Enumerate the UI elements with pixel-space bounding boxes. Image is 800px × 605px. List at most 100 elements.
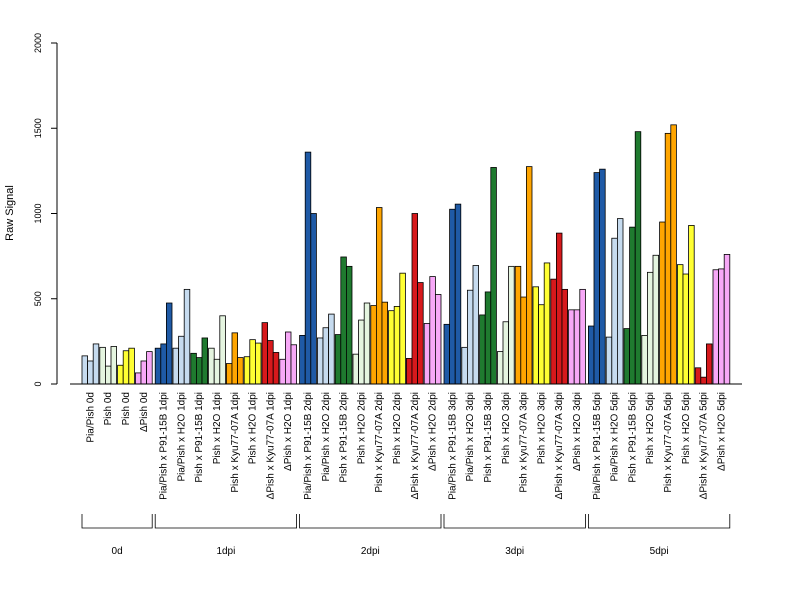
bar xyxy=(689,225,695,384)
x-tick-label: ΔPish x H2O 5dpi xyxy=(716,392,727,471)
bar xyxy=(359,320,365,384)
x-tick-label: ΔPish 0d xyxy=(139,392,150,432)
x-tick-label: Pish x H2O 5dpi xyxy=(681,392,692,464)
bar xyxy=(202,338,208,384)
x-axis: Pia/Pish 0d Pish 0d Pish 0d ΔPish 0d Pia/Pis… xyxy=(70,384,742,500)
x-tick-label: Pia/Pish x H2O 2dpi xyxy=(321,392,332,482)
bar xyxy=(93,344,99,384)
bar xyxy=(353,354,359,384)
bar xyxy=(635,132,641,384)
y-axis-title: Raw Signal xyxy=(4,185,16,241)
bar xyxy=(677,265,683,384)
bar xyxy=(424,323,430,384)
chart-container: 0 500 1000 1500 2000 Pia/Pish 0d Pish 0d Pish … xyxy=(0,0,800,600)
bar xyxy=(105,366,111,384)
bar xyxy=(412,214,418,385)
x-tick-label: Pish x Kyu77-07A 2dpi xyxy=(374,392,385,493)
bar xyxy=(551,279,557,384)
bar xyxy=(594,173,600,384)
bar xyxy=(111,346,117,384)
x-tick-label: Pish x H2O 2dpi xyxy=(392,392,403,464)
bar xyxy=(642,335,648,384)
x-tick-label: Pia/Pish x P91-15B 2dpi xyxy=(303,392,314,500)
bar xyxy=(647,272,653,384)
bar xyxy=(556,233,562,384)
bar xyxy=(724,254,730,384)
bar xyxy=(480,315,486,384)
bar xyxy=(346,266,352,384)
group-bracket xyxy=(155,514,296,528)
bar xyxy=(268,341,274,384)
bar xyxy=(653,255,659,384)
bar xyxy=(683,274,689,384)
bar xyxy=(88,361,94,384)
x-tick-label: Pish x Kyu77-07A 1dpi xyxy=(230,392,241,493)
y-tick-label: 1500 xyxy=(33,118,43,138)
group-brackets: 0d 1dpi 2dpi 3dpi 5dpi xyxy=(82,514,730,557)
bar xyxy=(141,361,147,384)
bar xyxy=(450,209,456,384)
x-tick-label: Pia/Pish x P91-15B 3dpi xyxy=(447,392,458,500)
bar xyxy=(118,365,124,384)
x-tick-label: Pish x P91-15B 1dpi xyxy=(194,392,205,483)
bar xyxy=(695,368,701,384)
bar-chart: 0500100015002000 Pia/Pish 0d Pish 0d Pish … xyxy=(0,0,800,600)
bar xyxy=(430,277,436,384)
bar xyxy=(467,290,473,384)
bar xyxy=(400,273,406,384)
bar xyxy=(539,305,545,384)
x-tick-label: Pia/Pish x H2O 3dpi xyxy=(465,392,476,482)
bar xyxy=(244,357,250,384)
bar xyxy=(713,270,719,384)
bar xyxy=(196,358,202,384)
bar xyxy=(544,263,550,384)
bar xyxy=(255,343,261,384)
x-tick-label: ΔPish x H2O 3dpi xyxy=(572,392,583,471)
bar xyxy=(214,359,220,384)
bar xyxy=(273,352,279,384)
bar xyxy=(262,323,268,384)
x-tick-label: Pia/Pish x H2O 5dpi xyxy=(610,392,621,482)
bar xyxy=(473,266,479,384)
bar xyxy=(100,347,106,384)
bar xyxy=(462,347,468,384)
y-tick-label: 500 xyxy=(33,291,43,306)
bar xyxy=(250,340,256,384)
bar xyxy=(406,358,412,384)
bar xyxy=(238,358,244,384)
x-tick-label: ΔPish x H2O 1dpi xyxy=(283,392,294,471)
bar xyxy=(382,302,388,384)
x-tick-label: Pish x H2O 2dpi xyxy=(356,392,367,464)
group-bracket xyxy=(444,514,585,528)
bar xyxy=(285,332,291,384)
bar xyxy=(364,303,370,384)
x-tick-label: Pish x H2O 3dpi xyxy=(501,392,512,464)
bar xyxy=(533,287,539,384)
group-bracket xyxy=(588,514,729,528)
x-tick-label: Pia/Pish x P91-15B 1dpi xyxy=(159,392,170,500)
bar xyxy=(173,348,179,384)
bar xyxy=(300,335,306,384)
x-tick-label: ΔPish x Kyu77-07A 2dpi xyxy=(410,392,421,499)
bar xyxy=(329,314,335,384)
bar xyxy=(371,306,377,384)
x-tick-label: Pish x Kyu77-07A 5dpi xyxy=(663,392,674,493)
bar xyxy=(444,324,450,384)
group-label: 5dpi xyxy=(650,546,669,557)
bar xyxy=(624,329,630,384)
x-tick-label: Pia/Pish 0d xyxy=(85,392,96,443)
bar xyxy=(147,352,153,384)
bar xyxy=(630,227,636,384)
group-label: 0d xyxy=(112,546,123,557)
bar xyxy=(191,353,197,384)
x-tick-label: Pish 0d xyxy=(103,392,114,425)
x-tick-label: Pish x P91-15B 5dpi xyxy=(627,392,638,483)
bar xyxy=(526,167,532,384)
bar xyxy=(562,289,568,384)
bar xyxy=(706,344,712,384)
bar xyxy=(701,377,707,384)
bar xyxy=(82,356,88,384)
bar xyxy=(123,351,129,384)
bar xyxy=(317,338,323,384)
bar xyxy=(232,333,238,384)
